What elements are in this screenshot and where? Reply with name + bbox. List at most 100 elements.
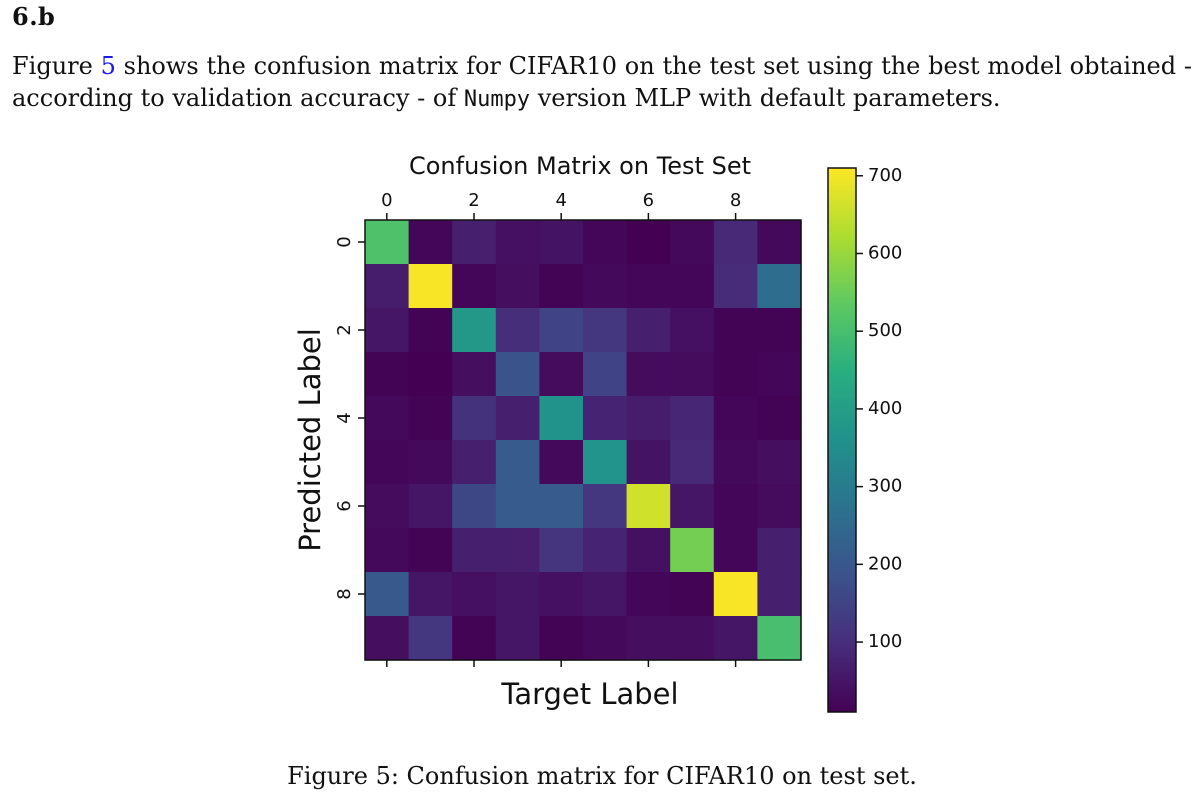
heatmap-cell-6-0 xyxy=(365,484,410,529)
heatmap-cell-5-7 xyxy=(670,440,715,485)
heatmap-cell-4-4 xyxy=(539,396,584,441)
heatmap-cell-6-5 xyxy=(583,484,628,529)
heatmap-cell-5-8 xyxy=(713,440,758,485)
heatmap-cell-5-9 xyxy=(757,440,802,485)
figure-reference-link[interactable]: 5 xyxy=(100,52,116,80)
heatmap-cell-9-4 xyxy=(539,616,584,661)
heatmap-cell-3-9 xyxy=(757,352,802,397)
body-paragraph: Figure 5 shows the confusion matrix for … xyxy=(12,50,1192,116)
heatmap-cell-6-8 xyxy=(713,484,758,529)
heatmap-cell-2-5 xyxy=(583,308,628,353)
heatmap-cell-6-3 xyxy=(495,484,540,529)
heatmap-cell-9-5 xyxy=(583,616,628,661)
heatmap-cell-6-7 xyxy=(670,484,715,529)
heatmap-cell-8-8 xyxy=(713,572,758,617)
heatmap-cell-1-0 xyxy=(365,264,410,309)
heatmap-cell-0-3 xyxy=(495,220,540,265)
heatmap-cell-0-0 xyxy=(365,220,410,265)
colorbar-tick-label-600: 600 xyxy=(868,242,902,263)
heatmap-cell-8-9 xyxy=(757,572,802,617)
heatmap-cell-7-9 xyxy=(757,528,802,573)
colorbar-tick-label-400: 400 xyxy=(868,398,902,419)
heatmap-cell-0-7 xyxy=(670,220,715,265)
colorbar-tick-label-100: 100 xyxy=(868,631,902,652)
heatmap-cell-9-0 xyxy=(365,616,410,661)
heatmap-cell-4-3 xyxy=(495,396,540,441)
y-tick-label-2: 2 xyxy=(334,324,355,335)
heatmap-cell-8-0 xyxy=(365,572,410,617)
heatmap-cell-0-4 xyxy=(539,220,584,265)
heatmap-cell-5-1 xyxy=(408,440,453,485)
heatmap-cell-6-6 xyxy=(626,484,671,529)
y-tick-label-8: 8 xyxy=(334,588,355,599)
heatmap-cell-1-3 xyxy=(495,264,540,309)
heatmap-cell-0-1 xyxy=(408,220,453,265)
heatmap-cell-3-3 xyxy=(495,352,540,397)
heatmap-cell-4-2 xyxy=(452,396,497,441)
heatmap-cell-3-6 xyxy=(626,352,671,397)
x-tick-label-6: 6 xyxy=(643,190,654,211)
heatmap-cell-6-9 xyxy=(757,484,802,529)
heatmap-cell-9-7 xyxy=(670,616,715,661)
heatmap-cell-4-0 xyxy=(365,396,410,441)
heatmap-cell-2-7 xyxy=(670,308,715,353)
heatmap-cell-3-8 xyxy=(713,352,758,397)
heatmap-cell-2-0 xyxy=(365,308,410,353)
heatmap-cell-5-6 xyxy=(626,440,671,485)
heatmap-cell-0-9 xyxy=(757,220,802,265)
heatmap-cell-2-1 xyxy=(408,308,453,353)
heatmap-cell-0-2 xyxy=(452,220,497,265)
figure: Confusion Matrix on Test Set 0 2 4 6 8 0 2 4 6 8… xyxy=(280,140,940,744)
x-axis-label: Target Label xyxy=(500,677,678,711)
heatmap-cell-4-6 xyxy=(626,396,671,441)
heatmap-cell-5-4 xyxy=(539,440,584,485)
heatmap-cell-1-6 xyxy=(626,264,671,309)
y-tick-label-4: 4 xyxy=(334,412,355,423)
heatmap-cell-2-9 xyxy=(757,308,802,353)
heatmap-cell-5-2 xyxy=(452,440,497,485)
section-heading: 6.b xyxy=(12,2,56,31)
heatmap-cell-9-9 xyxy=(757,616,802,661)
x-tick-label-0: 0 xyxy=(381,190,392,211)
chart-title: Confusion Matrix on Test Set xyxy=(409,152,751,180)
heatmap-cell-9-6 xyxy=(626,616,671,661)
x-tick-label-8: 8 xyxy=(730,190,741,211)
heatmap-cell-6-4 xyxy=(539,484,584,529)
heatmap-cell-1-4 xyxy=(539,264,584,309)
heatmap-cell-8-3 xyxy=(495,572,540,617)
heatmap-cell-7-8 xyxy=(713,528,758,573)
heatmap-cell-2-2 xyxy=(452,308,497,353)
para-text-3: version MLP with default parameters. xyxy=(530,84,1001,112)
heatmap-cell-9-3 xyxy=(495,616,540,661)
heatmap-cell-7-2 xyxy=(452,528,497,573)
heatmap-cell-0-8 xyxy=(713,220,758,265)
heatmap-cell-7-7 xyxy=(670,528,715,573)
heatmap-cell-4-9 xyxy=(757,396,802,441)
heatmap-cell-7-0 xyxy=(365,528,410,573)
heatmap-cell-7-5 xyxy=(583,528,628,573)
heatmap-cell-3-0 xyxy=(365,352,410,397)
y-tick-label-6: 6 xyxy=(334,500,355,511)
code-numpy: Numpy xyxy=(463,87,531,112)
heatmap-cell-8-4 xyxy=(539,572,584,617)
confusion-matrix-chart: Confusion Matrix on Test Set 0 2 4 6 8 0 2 4 6 8… xyxy=(293,152,902,713)
para-text-2: shows the confusion matrix for CIFAR10 o… xyxy=(12,52,1192,112)
heatmap-cell-7-3 xyxy=(495,528,540,573)
heatmap-cell-8-6 xyxy=(626,572,671,617)
heatmap-cell-8-7 xyxy=(670,572,715,617)
x-tick-label-2: 2 xyxy=(468,190,479,211)
heatmap-cell-5-5 xyxy=(583,440,628,485)
heatmap-cell-8-1 xyxy=(408,572,453,617)
figure-caption: Figure 5: Confusion matrix for CIFAR10 o… xyxy=(287,762,917,790)
heatmap-cell-6-2 xyxy=(452,484,497,529)
heatmap-cell-6-1 xyxy=(408,484,453,529)
heatmap-cell-4-7 xyxy=(670,396,715,441)
heatmap-cell-5-0 xyxy=(365,440,410,485)
heatmap-cell-1-8 xyxy=(713,264,758,309)
para-text-1: Figure xyxy=(12,52,101,80)
heatmap-cell-9-2 xyxy=(452,616,497,661)
colorbar-tick-label-300: 300 xyxy=(868,476,902,497)
heatmap-cell-2-3 xyxy=(495,308,540,353)
heatmap-cell-0-6 xyxy=(626,220,671,265)
colorbar-tick-label-200: 200 xyxy=(868,553,902,574)
